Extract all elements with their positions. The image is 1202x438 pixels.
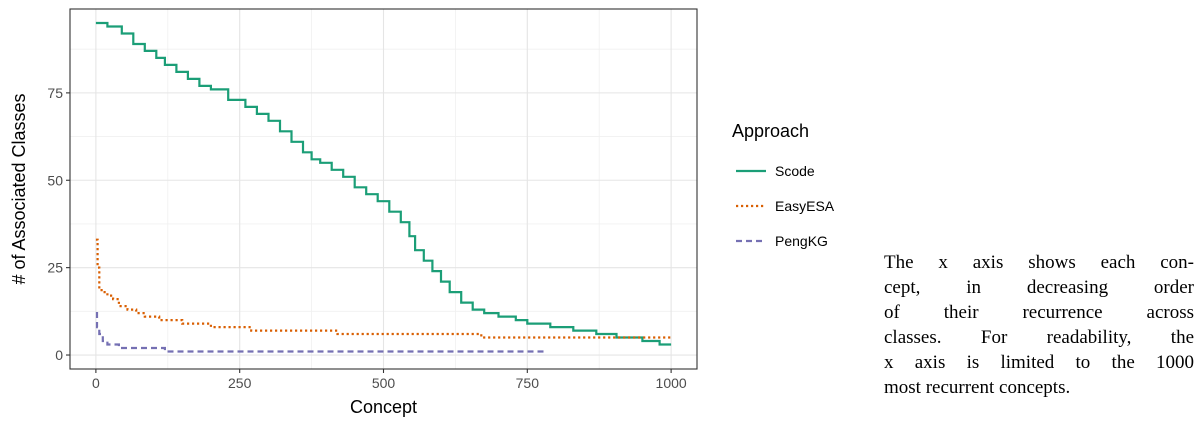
y-tick-label: 75 <box>47 85 63 101</box>
caption-line: classes. For readability, the <box>884 327 1194 348</box>
figure-caption: The x axis shows each con- cept, in decr… <box>884 250 1194 400</box>
x-tick-label: 1000 <box>656 375 687 391</box>
caption-line: x axis is limited to the 1000 <box>884 352 1194 373</box>
axis-ticks: 0 250 500 750 1000 0 25 50 75 <box>47 85 686 391</box>
caption-line: of their recurrence across <box>884 302 1194 323</box>
x-axis-title: Concept <box>350 397 417 417</box>
x-tick-label: 250 <box>228 375 252 391</box>
legend-label-scode: Scode <box>775 163 815 179</box>
x-tick-label: 750 <box>516 375 540 391</box>
y-tick-label: 0 <box>55 347 63 363</box>
x-tick-label: 500 <box>372 375 396 391</box>
grid <box>70 9 697 369</box>
y-tick-label: 50 <box>47 172 63 188</box>
legend-title: Approach <box>732 121 809 141</box>
caption-line: most recurrent concepts. <box>884 377 1071 398</box>
series-lines <box>95 21 672 353</box>
series-line-scode <box>95 21 672 346</box>
y-axis-title: # of Associated Classes <box>9 93 29 284</box>
legend-label-easyesa: EasyESA <box>775 198 835 214</box>
series-line-easyesa <box>95 238 672 339</box>
legend-label-pengkg: PengKG <box>775 233 828 249</box>
series-line-pengkg <box>95 312 545 353</box>
y-tick-label: 25 <box>47 260 63 276</box>
caption-line: The x axis shows each con- <box>884 252 1194 273</box>
legend: Approach Scode EasyESA PengKG <box>732 121 835 249</box>
caption-line: cept, in decreasing order <box>884 277 1194 298</box>
line-chart: 0 250 500 750 1000 0 25 50 75 Concept # of Assoc… <box>9 8 835 417</box>
x-tick-label: 0 <box>92 375 100 391</box>
